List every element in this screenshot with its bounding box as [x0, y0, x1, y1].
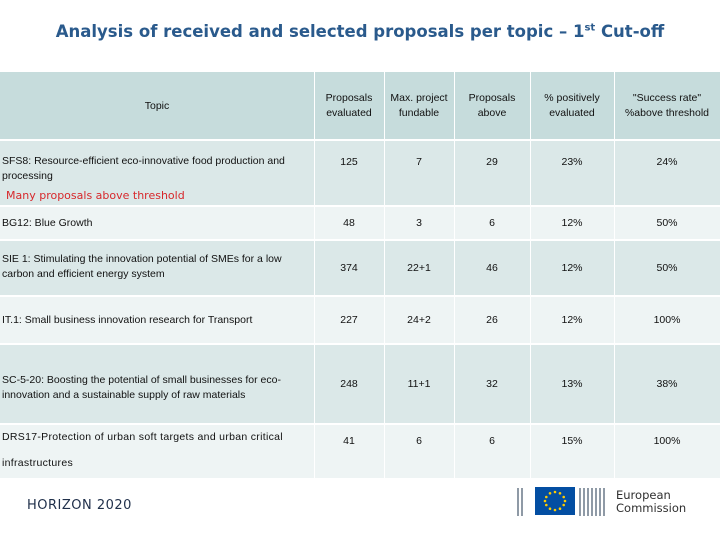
- table-row: BG12: Blue Growth 48 3 6 12% 50%: [0, 206, 720, 240]
- header-topic: Topic: [144, 99, 170, 112]
- row-success: 24%: [656, 155, 678, 168]
- column-divider: [314, 72, 315, 478]
- row-evaluated: 248: [340, 377, 358, 390]
- column-divider: [384, 72, 385, 478]
- table-row: SIE 1: Stimulating the innovation potent…: [0, 240, 720, 296]
- column-divider: [614, 72, 615, 478]
- proposals-table: Topic Proposals evaluated Max. project f…: [0, 72, 720, 478]
- horizon-2020-logo: HORIZON 2020: [27, 498, 132, 513]
- row-success: 38%: [656, 377, 678, 390]
- table-row: DRS17-Protection of urban soft targets a…: [0, 424, 720, 478]
- row-evaluated: 374: [340, 261, 358, 274]
- row-above: 46: [486, 261, 498, 274]
- row-topic: DRS17-Protection of urban soft targets a…: [2, 431, 283, 469]
- row-divider: [0, 343, 720, 345]
- row-success: 50%: [656, 216, 678, 229]
- table-header: Topic Proposals evaluated Max. project f…: [0, 72, 720, 140]
- row-fundable: 24+2: [407, 313, 431, 326]
- header-evaluated: Proposals evaluated: [325, 92, 373, 119]
- row-evaluated: 48: [343, 216, 355, 229]
- row-fundable: 3: [416, 216, 422, 229]
- row-evaluated: 227: [340, 313, 358, 326]
- row-fundable: 6: [416, 434, 422, 447]
- column-divider: [530, 72, 531, 478]
- table-row: SFS8: Resource-efficient eco-innovative …: [0, 140, 720, 206]
- row-success: 50%: [656, 261, 678, 274]
- row-positive: 12%: [561, 313, 583, 326]
- row-positive: 12%: [561, 216, 583, 229]
- threshold-annotation: Many proposals above threshold: [6, 189, 185, 202]
- row-divider: [0, 205, 720, 207]
- row-positive: 15%: [561, 434, 583, 447]
- row-divider: [0, 295, 720, 297]
- row-above: 32: [486, 377, 498, 390]
- row-topic: SC-5-20: Boosting the potential of small…: [2, 374, 281, 401]
- row-positive: 23%: [561, 155, 583, 168]
- row-positive: 12%: [561, 261, 583, 274]
- table-row: IT.1: Small business innovation research…: [0, 296, 720, 344]
- column-divider: [454, 72, 455, 478]
- row-above: 26: [486, 313, 498, 326]
- header-above: Proposals above: [468, 92, 516, 119]
- header-positive: % positively evaluated: [544, 92, 600, 119]
- row-above: 6: [489, 434, 495, 447]
- row-positive: 13%: [561, 377, 583, 390]
- row-topic: BG12: Blue Growth: [2, 217, 93, 229]
- row-success: 100%: [653, 434, 681, 447]
- row-divider: [0, 139, 720, 141]
- row-divider: [0, 239, 720, 241]
- row-topic: IT.1: Small business innovation research…: [2, 314, 253, 326]
- header-success: "Success rate" %above threshold: [624, 92, 710, 119]
- row-fundable: 11+1: [407, 377, 431, 390]
- table-row: SC-5-20: Boosting the potential of small…: [0, 344, 720, 424]
- row-topic: SIE 1: Stimulating the innovation potent…: [2, 253, 282, 280]
- european-commission-logo: European Commission: [616, 488, 687, 515]
- row-evaluated: 125: [340, 155, 358, 168]
- row-divider: [0, 423, 720, 425]
- row-fundable: 22+1: [407, 261, 431, 274]
- ec-building-icon: [517, 487, 605, 516]
- row-success: 100%: [653, 313, 681, 326]
- row-topic: SFS8: Resource-efficient eco-innovative …: [2, 155, 285, 182]
- row-evaluated: 41: [343, 434, 355, 447]
- row-above: 29: [486, 155, 498, 168]
- row-fundable: 7: [416, 155, 422, 168]
- header-fundable: Max. project fundable: [390, 92, 448, 119]
- row-above: 6: [489, 216, 495, 229]
- page-title: Analysis of received and selected propos…: [55, 22, 665, 41]
